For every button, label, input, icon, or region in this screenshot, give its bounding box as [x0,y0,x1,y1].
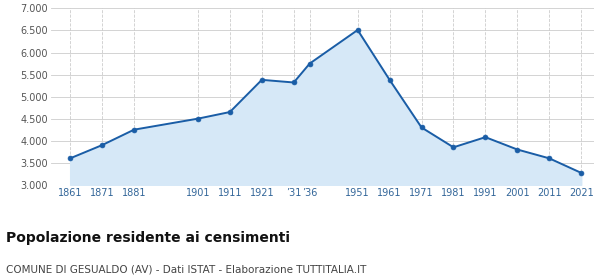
Text: Popolazione residente ai censimenti: Popolazione residente ai censimenti [6,231,290,245]
Text: COMUNE DI GESUALDO (AV) - Dati ISTAT - Elaborazione TUTTITALIA.IT: COMUNE DI GESUALDO (AV) - Dati ISTAT - E… [6,265,367,275]
